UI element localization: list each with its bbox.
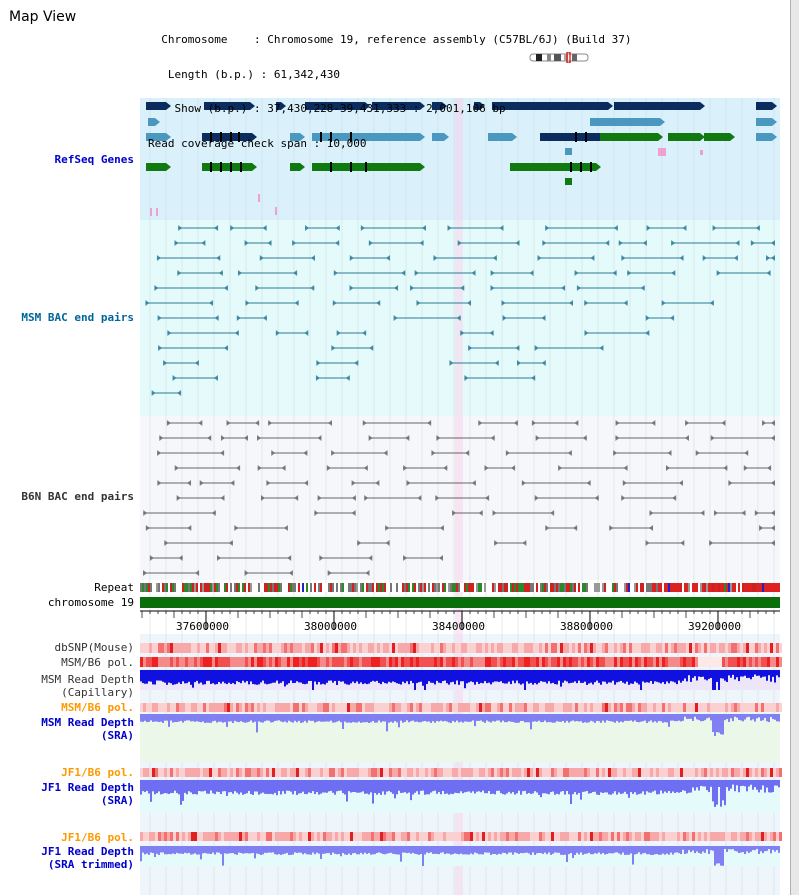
coverage-span-line: Read coverage check span : 10,000 [148, 136, 367, 150]
gene-feature [668, 133, 700, 141]
msm-sra-depth-sublabel: (SRA) [100, 729, 134, 742]
gene-feature [312, 133, 420, 141]
jf1-b6-pol-heatmap [140, 768, 782, 777]
gene-feature [202, 133, 252, 141]
msm-bac-end-pair-features [145, 225, 775, 396]
gene-feature [290, 133, 300, 141]
gene-feature [540, 133, 600, 141]
gene-feature [432, 133, 444, 141]
grid-lines [149, 98, 775, 895]
gene-feature [756, 102, 772, 110]
msm-b6-pol-heatmap [140, 657, 782, 667]
gene-feature [510, 163, 596, 171]
gene-feature [305, 102, 365, 110]
msm-sra-depth-label[interactable]: MSM Read Depth [41, 716, 134, 729]
dbsnp-track-label[interactable]: dbSNP(Mouse) [54, 641, 134, 654]
axis-tick-label: 38800000 [560, 620, 613, 633]
map-view-title: Map View [9, 9, 77, 25]
chromosome-info-block: Chromosome : Chromosome 19, reference as… [148, 11, 631, 172]
axis-tick-label: 39200000 [688, 620, 741, 633]
msm-bac-track-label[interactable]: MSM BAC end pairs [21, 311, 134, 324]
gene-feature [474, 102, 480, 110]
jf1-trimmed-depth-bars [140, 846, 780, 866]
gene-feature [756, 118, 772, 126]
gene-feature [202, 163, 252, 171]
jf1-b6-pol-2-heatmap [140, 832, 782, 841]
gene-feature [276, 102, 281, 110]
show-range-line: Show (b.p.) : 37,430,228-39,431,333 : 2,… [148, 102, 506, 115]
jf1-trimmed-depth-label[interactable]: JF1 Read Depth [41, 845, 134, 858]
ideogram-position-marker [566, 52, 571, 63]
repeat-track-label: Repeat [94, 581, 134, 594]
refseq-gene-features [146, 102, 777, 216]
refseq-track-label[interactable]: RefSeq Genes [54, 153, 134, 166]
gene-feature [756, 133, 772, 141]
repeat-track-bar [140, 583, 780, 592]
gene-feature [146, 163, 166, 171]
jf1-b6-pol-track-label[interactable]: JF1/B6 pol. [61, 766, 134, 779]
gene-feature [492, 102, 608, 110]
chromosome-19-bar [140, 597, 780, 608]
gene-feature [148, 118, 155, 126]
chromosome-track-label: chromosome 19 [47, 596, 134, 609]
b6n-bac-track-label[interactable]: B6N BAC end pairs [21, 490, 134, 503]
axis-tick-label: 37600000 [176, 620, 229, 633]
vertical-scrollbar[interactable] [790, 0, 799, 895]
gene-feature [146, 133, 166, 141]
msm-sra-depth-bars [140, 714, 780, 762]
msm-b6-pol-2-track-label[interactable]: MSM/B6 pol. [61, 701, 134, 714]
jf1-sra-depth-sublabel: (SRA) [100, 794, 134, 807]
gene-feature [290, 163, 300, 171]
jf1-sra-depth-label[interactable]: JF1 Read Depth [41, 781, 134, 794]
jf1-sra-depth-bars [140, 780, 780, 813]
axis-tick-label: 38000000 [304, 620, 357, 633]
jf1-trimmed-depth-sublabel: (SRA trimmed) [47, 858, 134, 871]
gene-feature [590, 118, 660, 126]
dbsnp-heatmap [140, 643, 782, 653]
chromosome-line: Chromosome : Chromosome 19, reference as… [148, 33, 632, 46]
gene-feature [372, 102, 420, 110]
highlight-column [455, 98, 463, 895]
b6n-bac-end-pair-features [143, 420, 775, 576]
gene-feature [614, 102, 700, 110]
gene-feature [204, 102, 250, 110]
gene-feature [704, 133, 730, 141]
msm-b6-pol-track-label[interactable]: MSM/B6 pol. [61, 656, 134, 669]
chromosome-ideogram[interactable] [529, 52, 591, 63]
gene-feature [146, 102, 166, 110]
msm-b6-pol-2-heatmap [140, 703, 782, 712]
length-line: Length (b.p.) : 61,342,430 [148, 67, 341, 81]
heatmap-tracks [140, 643, 782, 841]
gene-feature [488, 133, 512, 141]
gene-feature [432, 102, 442, 110]
axis-tick-label: 38400000 [432, 620, 485, 633]
msm-capillary-depth-bars [140, 670, 780, 690]
read-depth-tracks [140, 670, 780, 866]
msm-capillary-depth-label[interactable]: MSM Read Depth [41, 673, 134, 686]
jf1-b6-pol-2-track-label[interactable]: JF1/B6 pol. [61, 831, 134, 844]
msm-capillary-depth-sublabel: (Capillary) [61, 686, 134, 699]
gene-feature [600, 133, 658, 141]
